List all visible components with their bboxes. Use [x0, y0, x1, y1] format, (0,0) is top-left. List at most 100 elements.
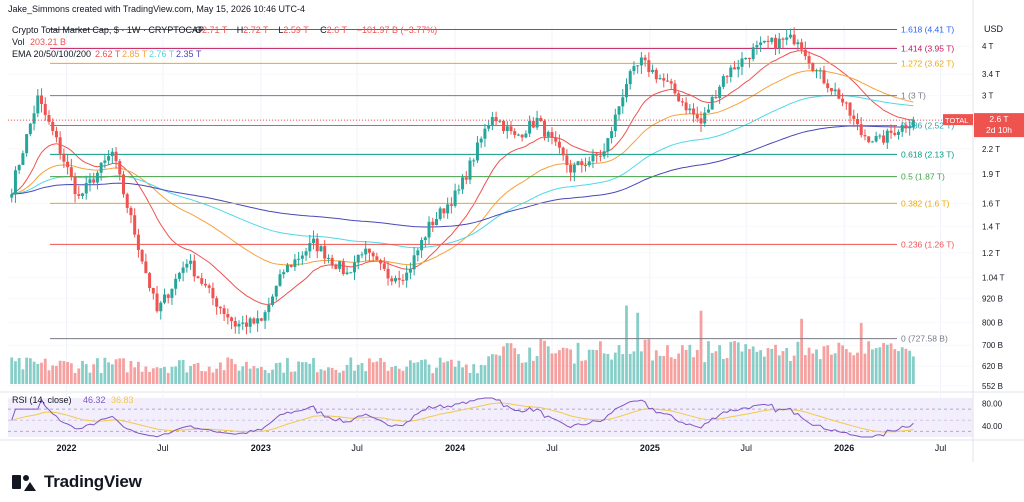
volume-bar [476, 373, 479, 384]
candle-body [449, 204, 453, 206]
candle-body [122, 174, 126, 195]
volume-bar [457, 360, 461, 384]
candle-body [162, 294, 166, 303]
candle-body [386, 268, 390, 279]
volume-bar [710, 352, 714, 384]
x-tick-label: Jul [546, 443, 558, 453]
volume-bar [282, 372, 286, 384]
volume-bar [166, 373, 170, 384]
candle-body [632, 66, 636, 72]
candle-body [263, 312, 267, 321]
candle-body [431, 221, 435, 226]
volume-bar [449, 359, 453, 384]
candle-body [144, 261, 148, 274]
volume-bar [733, 341, 736, 384]
candle-body [54, 130, 58, 138]
volume-bar [327, 367, 330, 384]
candle-body [561, 147, 565, 156]
candle-body [248, 318, 252, 327]
candle-body [472, 160, 476, 162]
volume-bar [483, 365, 487, 384]
volume-bar [692, 357, 695, 384]
volume-bar [695, 349, 699, 384]
candle-body [680, 101, 684, 103]
volume-bar [431, 373, 435, 384]
candle-body [181, 267, 185, 273]
candle-body [770, 37, 774, 42]
candle-body [502, 120, 506, 132]
candle-body [256, 318, 260, 324]
ohlc-item: −101.97 B (−3.77%) [357, 25, 438, 35]
candle-body [598, 155, 602, 157]
volume-bar [636, 312, 640, 384]
ema200-line [11, 125, 914, 228]
volume-label: Vol [12, 37, 25, 47]
fib-label: 0.786 (2.52 T) [901, 120, 954, 130]
candle-body [498, 120, 502, 122]
volume-bar [341, 370, 345, 384]
candle-body [21, 153, 25, 165]
volume-bar [554, 353, 558, 384]
candle-body [166, 294, 170, 298]
volume-bar [740, 351, 744, 384]
x-tick-label: Jul [157, 443, 169, 453]
volume-bar [10, 357, 14, 384]
candle-body [755, 45, 759, 48]
fib-label: 0.236 (1.26 T) [901, 239, 954, 249]
candle-body [587, 161, 591, 166]
candle-body [569, 164, 573, 173]
ohlc-item: O2.71 T [195, 25, 228, 35]
volume-bar [453, 366, 457, 384]
y-tick-label: 1.6 T [982, 199, 1000, 208]
candle-body [714, 97, 718, 99]
volume-bar [423, 359, 427, 384]
candle-body [669, 81, 673, 84]
candle-body [543, 120, 547, 137]
candle-body [565, 155, 569, 165]
volume-bar [66, 361, 70, 384]
x-tick-label: 2023 [251, 443, 271, 453]
candle-body [733, 67, 737, 70]
volume-bar [837, 342, 841, 384]
candle-body [382, 263, 386, 269]
candle-body [99, 162, 103, 173]
candle-body [617, 106, 621, 115]
volume-bar [498, 355, 502, 384]
candle-body [889, 130, 893, 133]
candle-body [438, 208, 442, 220]
volume-bar [356, 364, 360, 384]
candle-body [505, 126, 509, 132]
candle-body [531, 120, 535, 128]
candle-body [516, 134, 520, 136]
candle-body [114, 151, 118, 162]
candle-body [442, 208, 446, 214]
candle-body [557, 141, 561, 148]
candle-body [524, 133, 528, 138]
chart-svg[interactable]: 2022 Jul 2023 Jul 2024 Jul 2025 Jul 2026 Jul USD 4 … [0, 0, 1024, 462]
candle-body [572, 164, 576, 173]
volume-bar [144, 366, 148, 384]
candle-body [662, 78, 666, 81]
volume-bar [252, 366, 256, 384]
volume-bar [159, 368, 163, 384]
volume-bar [867, 341, 871, 384]
candle-body [434, 219, 438, 226]
y-tick-label: 1.04 T [982, 273, 1005, 282]
candle-body [412, 255, 416, 270]
candle-body [282, 272, 286, 275]
candle-body [908, 127, 912, 129]
volume-bar [274, 363, 278, 384]
ohlc-item: H2.72 T [237, 25, 269, 35]
brand[interactable]: TradingView [12, 472, 142, 492]
candle-body [900, 125, 904, 132]
candle-body [695, 114, 699, 119]
candle-body [684, 102, 688, 111]
candle-body [729, 67, 733, 77]
candle-body [844, 102, 848, 104]
volume-value: 203.21 B [30, 37, 66, 47]
volume-bar [531, 360, 535, 384]
volume-bar [587, 349, 591, 384]
volume-bar [576, 342, 580, 384]
candle-body [375, 256, 379, 261]
candle-body [196, 276, 200, 279]
